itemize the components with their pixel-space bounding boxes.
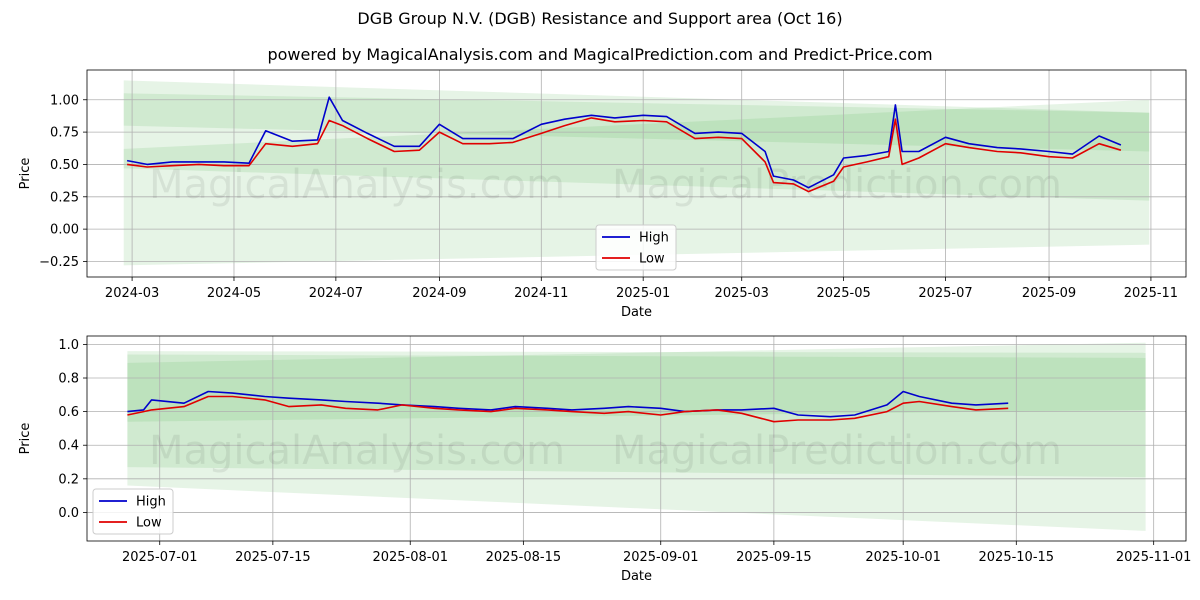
y-tick-label: 0.0 (58, 506, 79, 521)
chart-subtitle: powered by MagicalAnalysis.com and Magic… (267, 45, 933, 64)
x-tick-label: 2024-03 (105, 286, 159, 301)
y-tick-label: 0.75 (50, 126, 79, 141)
x-tick-label: 2025-05 (816, 286, 870, 301)
y-tick-label: 0.8 (58, 372, 79, 387)
low-series-line (126, 117, 1122, 193)
x-tick-label: 2025-09-01 (623, 550, 699, 565)
chart-title: DGB Group N.V. (DGB) Resistance and Supp… (357, 9, 843, 28)
x-tick-label: 2025-07-15 (235, 550, 311, 565)
legend-low-label: Low (136, 516, 162, 531)
x-axis-label: Date (621, 305, 652, 320)
bottom-chart: 2025-07-01 2025-07-15 2025-08-01 2025-08-15… (18, 335, 1192, 584)
y-tick-label: −0.25 (39, 255, 79, 270)
y-tick-label: 0.25 (50, 190, 79, 205)
y-axis-label: Price (18, 158, 33, 190)
y-tick-label: 0.6 (58, 405, 79, 420)
plot-frame (86, 69, 1187, 278)
support-resistance-band-2 (127, 342, 1146, 478)
watermark: MagicalPrediction.com (612, 428, 1062, 474)
y-tick-label: 0.50 (50, 158, 79, 173)
support-resistance-band-1 (127, 354, 1146, 422)
support-resistance-band-3 (127, 351, 1146, 531)
y-tick-label: 0.4 (58, 439, 79, 454)
low-series-line (127, 395, 1009, 423)
x-tick-label: 2025-10-01 (865, 550, 941, 565)
watermark: MagicalAnalysis.com (149, 428, 565, 474)
x-tick-label: 2025-03 (715, 286, 769, 301)
y-tick-label: 0.00 (50, 223, 79, 238)
x-axis-label: Date (621, 569, 652, 584)
legend: High Low (92, 488, 174, 535)
plot-frame (86, 335, 1187, 542)
x-tick-label: 2025-07-01 (122, 550, 198, 565)
high-series-line (126, 96, 1122, 189)
x-tick-label: 2025-09 (1022, 286, 1076, 301)
top-chart: 2024-03 2024-05 2024-07 2024-09 2024-11 2025-… (18, 69, 1187, 320)
x-tick-label: 2025-09-15 (736, 550, 812, 565)
x-tick-label: 2025-11-01 (1116, 550, 1192, 565)
plot-area (87, 336, 1186, 541)
x-tick-label: 2024-11 (514, 286, 568, 301)
legend: High Low (595, 224, 677, 271)
x-tick-label: 2025-08-01 (372, 550, 448, 565)
high-series-line (127, 390, 1009, 418)
y-axis-label: Price (18, 423, 33, 455)
x-tick-label: 2024-09 (412, 286, 466, 301)
x-tick-label: 2025-11 (1124, 286, 1178, 301)
x-tick-label: 2025-08-15 (486, 550, 562, 565)
x-tick-label: 2024-05 (207, 286, 261, 301)
x-tick-label: 2025-07 (918, 286, 972, 301)
watermark: MagicalAnalysis.com (149, 162, 565, 208)
legend-high-label: High (136, 495, 166, 510)
y-tick-label: 1.00 (50, 93, 79, 108)
x-tick-label: 2025-10-15 (979, 550, 1055, 565)
x-tick-label: 2025-01 (616, 286, 670, 301)
y-tick-label: 1.0 (58, 338, 79, 353)
legend-high-label: High (639, 231, 669, 246)
legend-low-label: Low (639, 252, 665, 267)
x-tick-label: 2024-07 (309, 286, 363, 301)
y-tick-label: 0.2 (58, 472, 79, 487)
